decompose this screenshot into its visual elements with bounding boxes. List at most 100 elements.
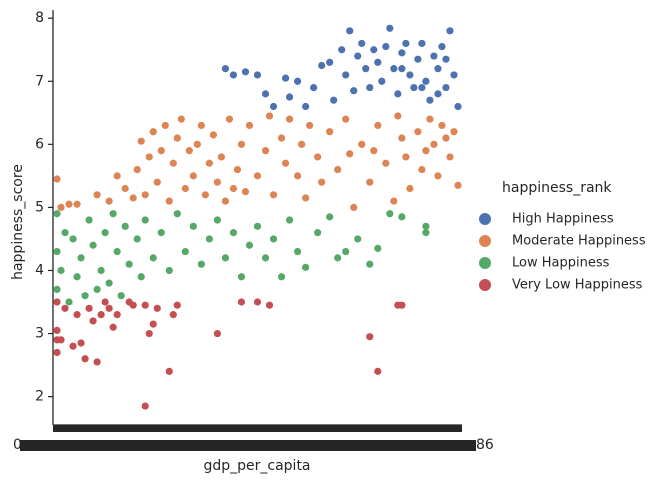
point [342, 247, 350, 256]
point [193, 140, 201, 148]
point [386, 24, 394, 32]
point [105, 304, 113, 312]
point [285, 216, 294, 224]
point [374, 244, 382, 253]
point [418, 39, 426, 48]
point [253, 298, 262, 306]
point [366, 178, 374, 186]
point [133, 165, 141, 174]
point [101, 229, 109, 237]
point [354, 52, 362, 60]
point [149, 320, 157, 328]
point [261, 254, 270, 262]
point [61, 304, 69, 312]
point [438, 42, 446, 51]
point [77, 254, 85, 262]
point [109, 323, 117, 331]
point [141, 301, 149, 309]
point [374, 58, 382, 66]
point [113, 247, 121, 256]
point [93, 191, 101, 199]
point [233, 165, 242, 174]
point [450, 128, 458, 136]
point [398, 49, 406, 57]
point [382, 159, 390, 167]
point [245, 241, 254, 249]
point [117, 292, 125, 300]
point [293, 172, 302, 180]
point [394, 90, 402, 98]
point [293, 77, 302, 85]
point [269, 102, 278, 111]
y-axis-label: happiness_score [10, 164, 26, 280]
point [237, 140, 246, 148]
point [169, 159, 177, 167]
point [298, 140, 306, 148]
point [277, 273, 286, 281]
point [201, 191, 209, 199]
point [157, 147, 165, 155]
point [93, 285, 101, 293]
point [390, 65, 398, 73]
point [418, 165, 426, 174]
point [165, 266, 173, 275]
point [398, 213, 406, 221]
point [77, 339, 85, 347]
point [434, 172, 442, 180]
point [442, 83, 450, 92]
point [302, 102, 310, 111]
point [229, 229, 238, 237]
point [57, 336, 65, 344]
point [338, 46, 346, 54]
point [53, 210, 61, 218]
point [177, 115, 185, 123]
point [105, 279, 113, 287]
point [53, 285, 61, 293]
point [281, 74, 290, 82]
point [454, 181, 462, 189]
point [370, 147, 378, 155]
point [229, 184, 238, 193]
point [434, 65, 442, 73]
point [438, 121, 446, 130]
y-tick-label: 5 [35, 199, 44, 215]
point [418, 83, 426, 92]
point [53, 175, 61, 183]
point [261, 147, 270, 155]
point [342, 71, 350, 79]
y-tick-label: 4 [35, 262, 44, 278]
point [161, 121, 169, 130]
point [334, 254, 342, 262]
point [285, 115, 294, 123]
point [265, 112, 274, 120]
point [302, 194, 310, 202]
legend-marker [479, 257, 491, 269]
point [73, 311, 81, 319]
point [81, 292, 89, 300]
point [402, 153, 410, 161]
point [217, 153, 226, 161]
point [390, 197, 398, 205]
x-tick-label: 86 [476, 437, 494, 453]
point [181, 247, 189, 256]
legend-marker [479, 279, 491, 291]
point [81, 355, 89, 363]
point [97, 311, 105, 319]
point [414, 128, 422, 136]
point [221, 197, 230, 205]
y-tick-label: 2 [35, 389, 44, 405]
point [422, 147, 430, 155]
x-axis-label: gdp_per_capita [203, 458, 310, 474]
point [53, 298, 61, 306]
point [370, 46, 378, 54]
legend-title: happiness_rank [502, 180, 612, 196]
point [326, 213, 334, 221]
point [57, 203, 65, 212]
point [189, 222, 197, 230]
point [386, 210, 394, 218]
point [153, 304, 161, 312]
point [209, 131, 217, 139]
y-tick-label: 6 [35, 136, 44, 152]
point [97, 266, 105, 275]
